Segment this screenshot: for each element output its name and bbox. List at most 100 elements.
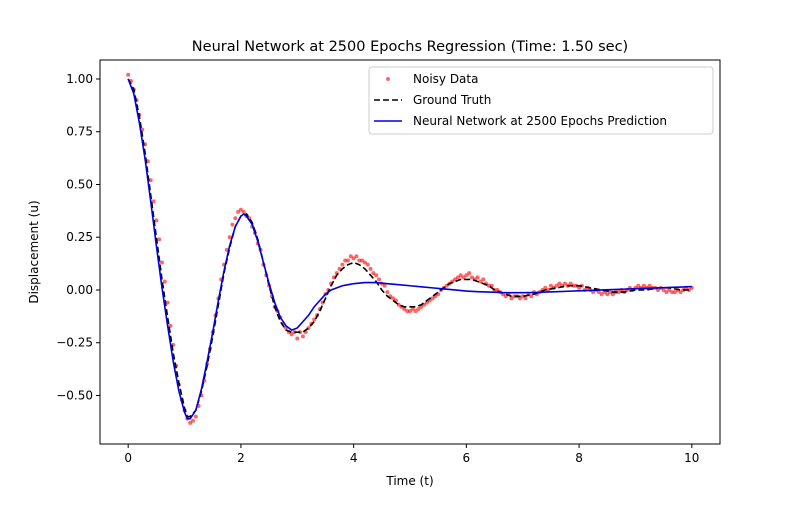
- noisy-data-point: [408, 309, 412, 314]
- noisy-data-point: [165, 300, 170, 305]
- noisy-data-point: [360, 258, 365, 263]
- y-axis-label: Displacement (u): [27, 200, 41, 303]
- noisy-data-point: [678, 290, 683, 295]
- noisy-data-point: [596, 290, 601, 295]
- noisy-data-point: [543, 285, 548, 290]
- noisy-data-point: [546, 287, 551, 292]
- noisy-data-point: [405, 309, 410, 314]
- prediction-line: [127, 78, 692, 420]
- noisy-data-point: [385, 290, 390, 295]
- x-tick-label: 0: [124, 451, 132, 465]
- noisy-data-point: [641, 283, 646, 288]
- x-tick-label: 2: [237, 451, 245, 465]
- noisy-data-point: [162, 279, 167, 284]
- noisy-data-point: [351, 256, 356, 261]
- plot-area: [126, 72, 694, 425]
- noisy-data-point: [512, 294, 517, 299]
- noisy-data-point: [151, 199, 156, 204]
- noisy-data-point: [126, 72, 131, 77]
- noisy-data-point: [455, 275, 460, 280]
- axis-ticks: 0 2 4 6 8 10 −0.50 −0.25 0.00 0.25 0.50 0.75 1.00: [56, 72, 699, 465]
- noisy-data-point: [362, 260, 367, 265]
- noisy-data-point: [354, 254, 359, 259]
- noisy-data-point: [340, 262, 345, 267]
- noisy-data-point: [608, 290, 613, 295]
- noisy-data-point: [616, 290, 621, 295]
- noisy-data-point: [636, 283, 641, 288]
- noisy-data-point: [563, 281, 567, 286]
- x-tick-label: 10: [684, 451, 699, 465]
- noisy-data-point: [464, 273, 469, 278]
- x-tick-label: 4: [350, 451, 358, 465]
- noisy-data-point: [529, 294, 534, 299]
- noisy-data-point: [661, 287, 666, 292]
- noisy-data-point: [343, 258, 348, 263]
- noisy-data-point: [664, 290, 669, 295]
- noisy-data-point: [672, 290, 677, 295]
- noisy-data-point: [193, 414, 198, 419]
- noisy-data-point: [236, 209, 241, 214]
- x-tick-label: 6: [463, 451, 471, 465]
- noisy-data-point: [509, 296, 514, 301]
- noisy-data-point: [416, 306, 421, 311]
- noisy-data-point: [461, 275, 466, 280]
- y-tick-label: 0.50: [66, 177, 93, 191]
- y-tick-label: 0.25: [66, 230, 93, 244]
- noisy-data-point: [289, 332, 294, 337]
- y-tick-label: 0.00: [66, 283, 93, 297]
- noisy-data-point: [374, 273, 379, 278]
- noisy-data-point: [475, 275, 480, 280]
- noisy-data-point: [548, 283, 553, 288]
- noisy-data-point: [157, 237, 162, 242]
- noisy-data-point: [233, 216, 238, 221]
- noisy-data-point: [554, 283, 559, 288]
- noisy-data-point: [371, 271, 376, 276]
- noisy-data-point: [670, 290, 675, 295]
- noisy-data-point: [568, 281, 573, 286]
- noisy-data-point: [191, 418, 195, 423]
- noisy-data-point: [241, 209, 246, 214]
- noisy-data-point: [577, 285, 582, 290]
- noisy-data-point: [368, 266, 373, 271]
- noisy-data-point: [481, 277, 486, 282]
- y-tick-label: 1.00: [66, 72, 93, 86]
- noisy-data-point: [365, 262, 370, 267]
- noisy-data-point: [168, 323, 173, 328]
- noisy-data-point: [357, 258, 362, 263]
- noisy-data-point: [557, 281, 562, 286]
- chart-title: Neural Network at 2500 Epochs Regression…: [192, 39, 628, 55]
- noisy-data-point: [667, 287, 672, 292]
- noisy-data-point: [656, 287, 660, 292]
- noisy-data-point: [230, 222, 235, 227]
- noisy-data-point: [687, 287, 691, 292]
- noisy-data-point: [410, 306, 415, 311]
- noisy-data-point: [300, 334, 305, 339]
- noisy-data-point: [571, 283, 576, 288]
- noisy-data-point: [402, 306, 407, 311]
- x-tick-label: 8: [575, 451, 583, 465]
- y-tick-label: −0.50: [56, 388, 93, 402]
- noisy-data-point: [517, 296, 522, 301]
- noisy-data-point: [348, 254, 353, 259]
- noisy-data-point: [599, 292, 604, 297]
- noisy-data-point: [458, 273, 463, 278]
- axes-frame: [99, 59, 721, 445]
- noisy-data-point: [295, 336, 300, 341]
- noisy-data-point: [467, 271, 472, 276]
- noisy-data-point: [148, 178, 153, 183]
- noisy-data-point: [523, 296, 528, 301]
- noisy-data-point: [605, 292, 610, 297]
- noisy-data-point: [238, 207, 243, 212]
- legend-marker-noisy-data: [386, 77, 390, 81]
- noisy-data-point: [346, 258, 350, 263]
- noisy-data-point: [160, 260, 164, 265]
- noisy-data-point: [413, 309, 418, 314]
- legend-entry-label: Noisy Data: [413, 72, 478, 86]
- legend-box: [368, 66, 714, 135]
- noisy-data-point: [154, 218, 159, 223]
- noisy-data-point: [424, 300, 429, 305]
- legend-entry-label: Ground Truth: [413, 93, 491, 107]
- noisy-data-point: [610, 292, 615, 297]
